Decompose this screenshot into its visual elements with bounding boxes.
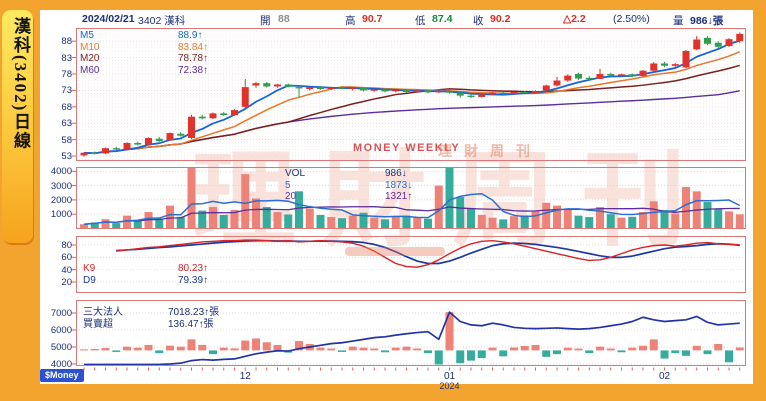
change-value: △2.2 xyxy=(563,13,586,25)
netbuy-value: 136.47↑張 xyxy=(168,318,214,330)
low-label: 低 xyxy=(415,15,426,27)
open-value: 88 xyxy=(278,13,290,25)
x-axis-labels: 12 01 2024 02 xyxy=(0,371,766,393)
chart-title-tab: 漢科(3402)日線 xyxy=(2,10,33,243)
vol-label: VOL xyxy=(285,168,306,179)
ma60-value: 72.38↑ xyxy=(178,64,209,76)
y-axis-label: 3000 xyxy=(50,180,72,192)
x-axis-label: 02 xyxy=(658,371,671,382)
brand-watermark-small: 理財周刊 xyxy=(438,143,542,159)
y-axis-label: 40 xyxy=(61,264,72,276)
y-axis-label: 6000 xyxy=(50,325,72,336)
y-axis-label: 68 xyxy=(61,101,72,113)
k9-label: K9 xyxy=(83,263,96,274)
y-axis-label: 4000 xyxy=(50,166,72,178)
d9-value: 79.39↑ xyxy=(178,274,209,286)
high-label: 高 xyxy=(345,15,356,27)
ma10-value: 83.84↑ xyxy=(178,41,209,53)
money-logo-text: $Money xyxy=(45,370,79,380)
y-axis-label: 63 xyxy=(61,118,72,130)
d9-label: D9 xyxy=(83,274,96,286)
ma5-value: 88.9↑ xyxy=(178,30,203,41)
y-axis-label: 78 xyxy=(61,68,72,80)
y-axis-label: 5000 xyxy=(50,342,72,353)
netbuy-label: 買賣超 xyxy=(83,318,113,330)
ma20-label: M20 xyxy=(80,53,100,64)
volume-label: 量 xyxy=(673,15,684,27)
institutional-legend: 三大法人 7018.23↑張 買賣超 136.47↑張 xyxy=(83,303,219,330)
y-axis-label: 83 xyxy=(61,52,72,64)
open-label: 開 xyxy=(260,15,271,27)
low-value: 87.4 xyxy=(432,13,453,25)
y-axis-label: 1000 xyxy=(50,209,72,221)
vol-ma20-label: 20 xyxy=(285,191,297,202)
quote-bar: 2024/02/21 3402 漢科 開 88 高 90.7 低 87.4 收 … xyxy=(40,10,753,28)
vol-value: 986↓ xyxy=(385,168,407,179)
vol-ma5-label: 5 xyxy=(285,179,291,191)
ma60-label: M60 xyxy=(80,64,100,76)
y-axis-label: 60 xyxy=(61,252,72,264)
y-axis-label: 73 xyxy=(61,85,72,97)
change-percent: (2.50%) xyxy=(613,13,650,25)
kd-pane-legend: K9 80.23↑ D9 79.39↑ xyxy=(83,263,208,286)
y-axis-label: 20 xyxy=(61,277,72,289)
quote-symbol: 3402 漢科 xyxy=(138,15,186,27)
y-axis-label: 4000 xyxy=(50,359,72,370)
k9-value: 80.23↑ xyxy=(178,263,209,274)
close-value: 90.2 xyxy=(490,13,511,25)
watermark-strip xyxy=(345,247,445,256)
y-axis-label: 53 xyxy=(61,151,72,163)
high-value: 90.7 xyxy=(362,13,383,25)
y-axis-label: 7000 xyxy=(50,308,72,319)
money-logo-badge[interactable]: $Money xyxy=(40,369,84,382)
price-pane-legend: M5 88.9↑ M10 83.84↑ M20 78.78↑ M60 72.38↑ xyxy=(80,30,208,76)
y-axis-label: 88 xyxy=(61,36,72,48)
y-axis-label: 58 xyxy=(61,134,72,146)
quote-date: 2024/02/21 xyxy=(82,13,135,25)
brand-watermark: 理財周刊 xyxy=(192,144,713,259)
ma20-value: 78.78↑ xyxy=(178,53,209,64)
ma5-label: M5 xyxy=(80,30,94,41)
x-axis-label: 12 xyxy=(239,371,251,382)
volume-value: 986↓張 xyxy=(690,15,724,27)
vol-ma5-value: 1873↓ xyxy=(385,179,413,191)
ma10-label: M10 xyxy=(80,41,100,53)
vol-ma20-value: 1321↑ xyxy=(385,191,413,202)
y-axis-label: 80 xyxy=(61,240,72,251)
volume-pane-legend: VOL 986↓ 5 1873↓ 20 1321↑ xyxy=(285,168,412,203)
x-axis-label: 01 2024 xyxy=(439,371,460,391)
y-axis-label: 2000 xyxy=(50,194,72,206)
chart-title: 漢科(3402)日線 xyxy=(11,17,30,151)
close-label: 收 xyxy=(473,15,484,27)
